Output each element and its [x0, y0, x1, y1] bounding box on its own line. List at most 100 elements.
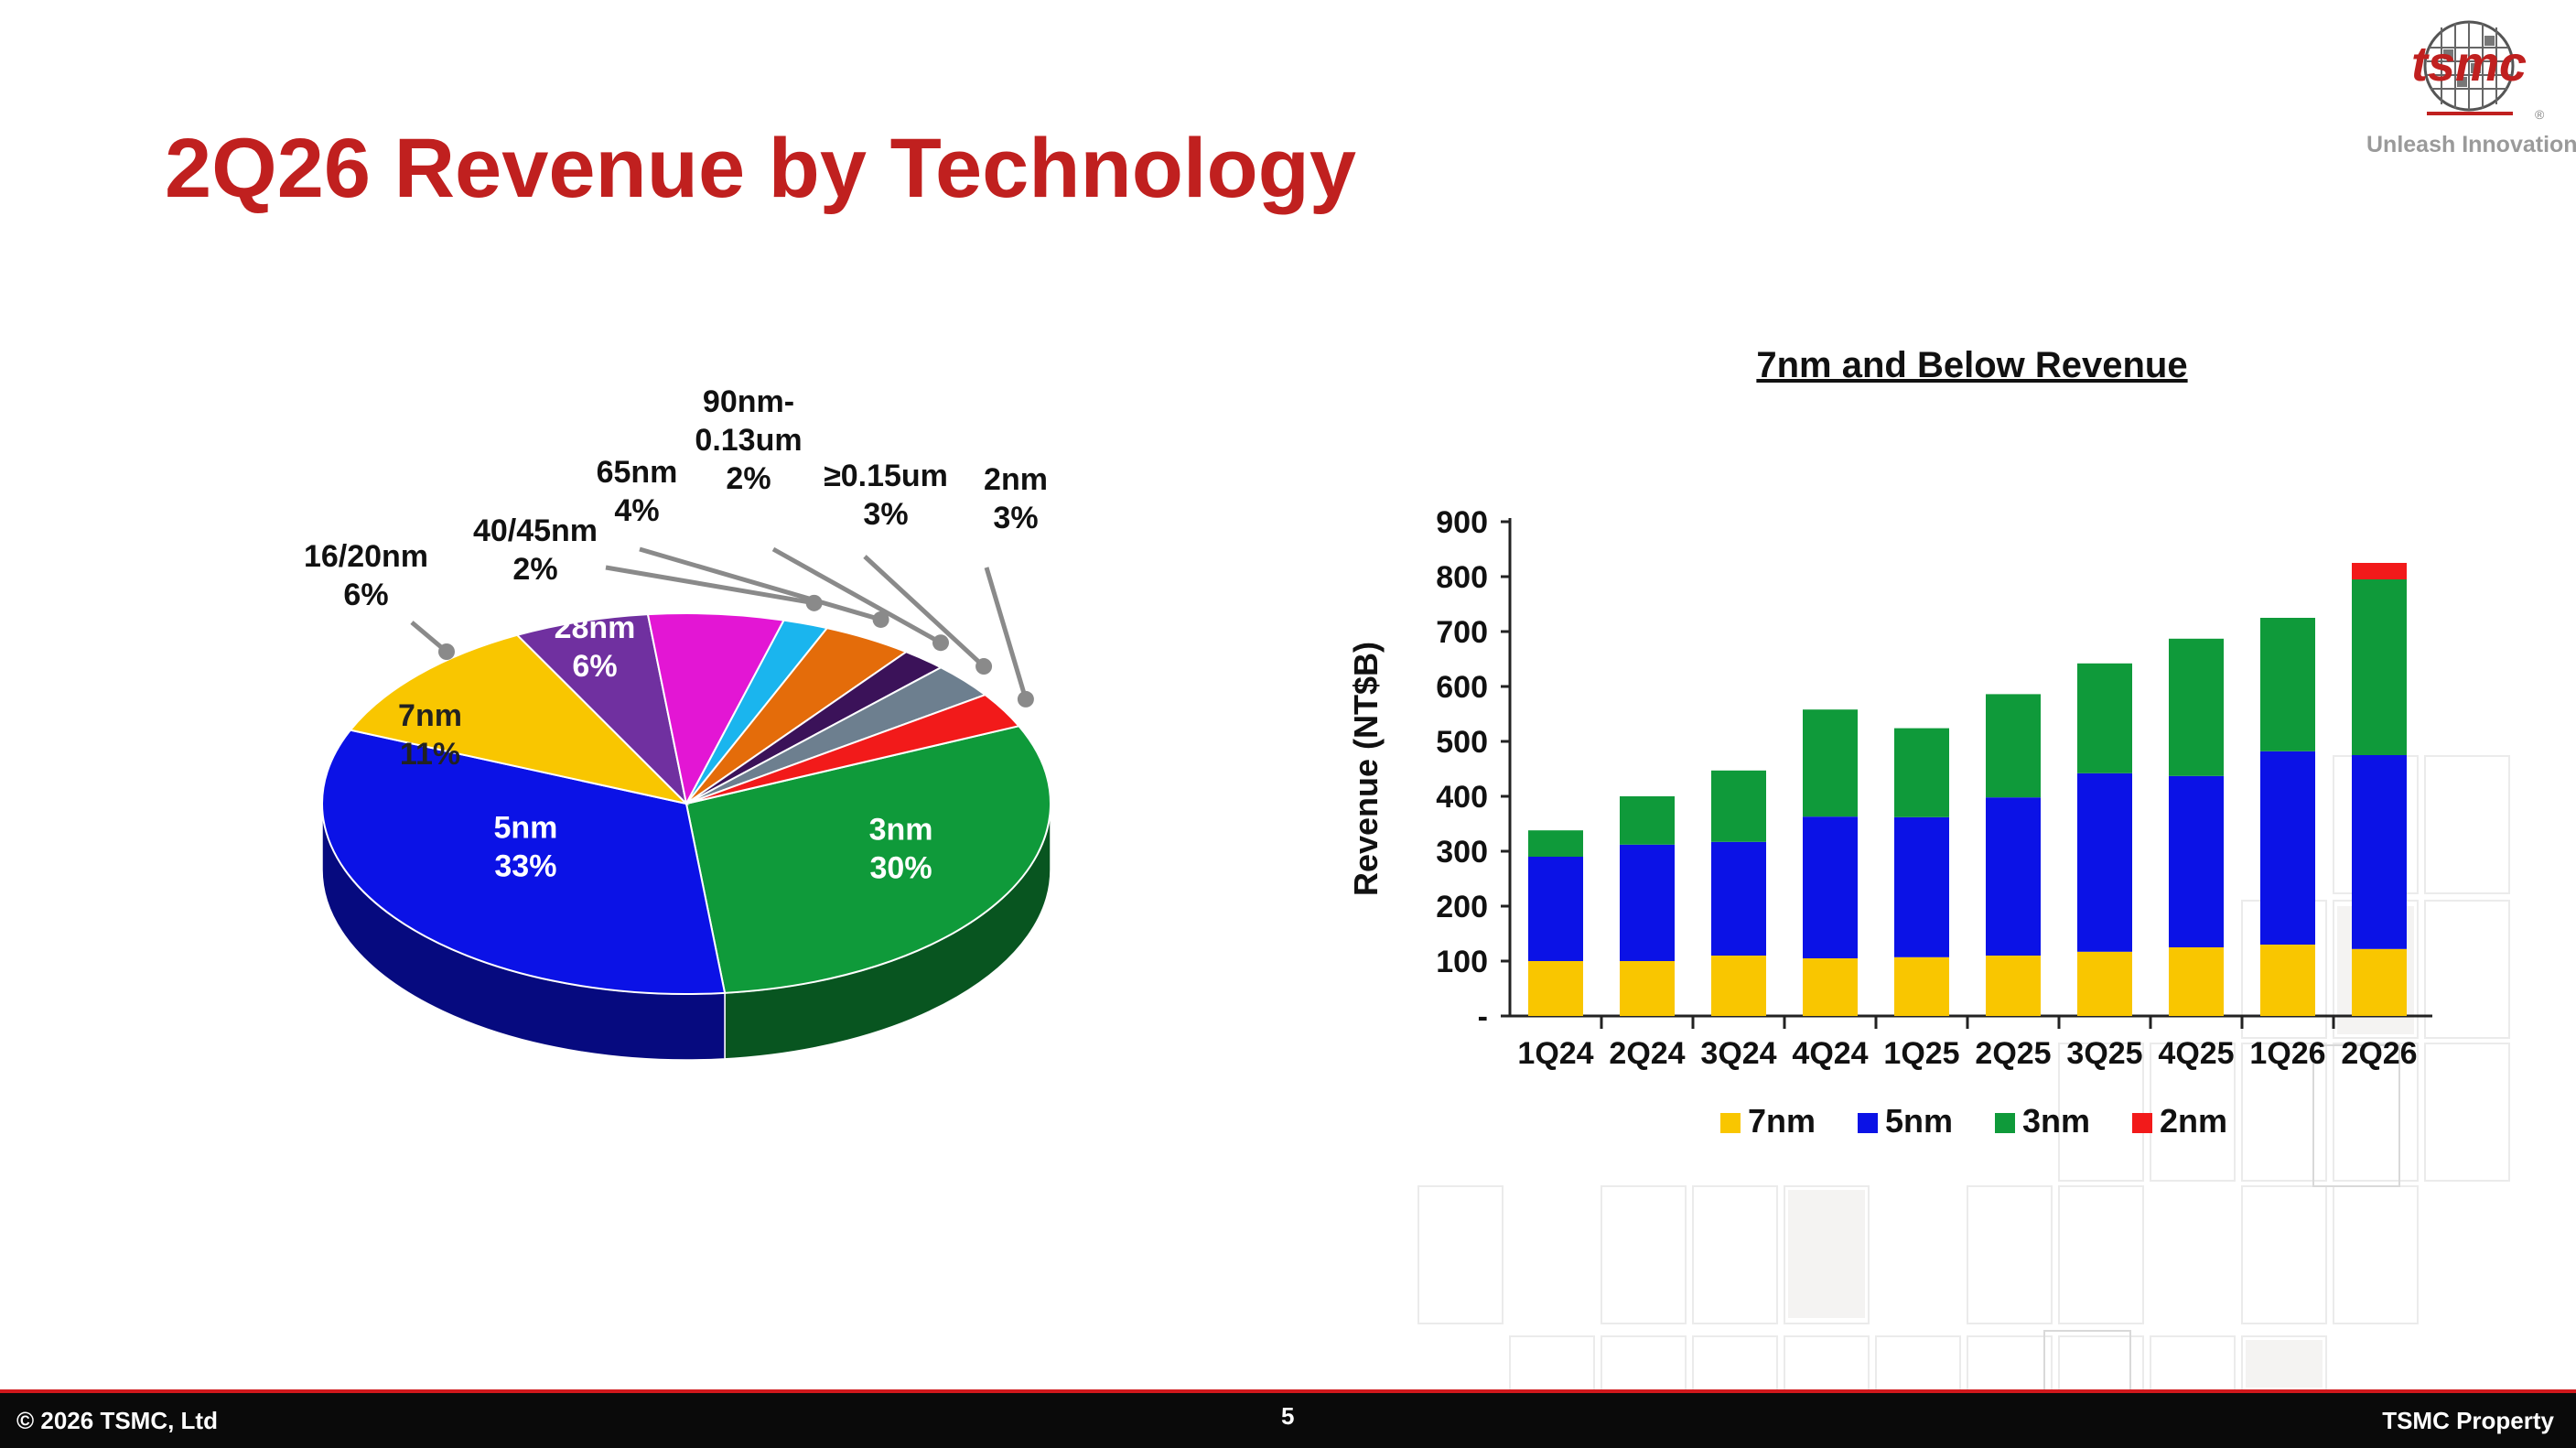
pie-pct-28nm: 6% — [572, 649, 617, 684]
leader-dot-0-15um — [975, 658, 993, 675]
bar-3nm-3q24 — [1711, 770, 1766, 842]
tsmc-logo: tsmc ® — [2411, 20, 2545, 122]
x-tick-label: 1Q26 — [2249, 1036, 2325, 1071]
bar-3nm-1q24 — [1528, 830, 1583, 857]
x-tick-label: 4Q25 — [2158, 1036, 2234, 1071]
bar-7nm-3q25 — [2077, 951, 2132, 1016]
y-axis-label: Revenue (NT$B) — [1347, 642, 1385, 896]
pie-pct-2nm: 3% — [993, 501, 1038, 535]
pie-label-16-20nm: 16/20nm — [304, 539, 428, 574]
y-tick-label: 400 — [1436, 780, 1488, 815]
bar-2nm-2q26 — [2352, 563, 2407, 579]
logo-text: tsmc — [2411, 37, 2527, 92]
bar-5nm-1q26 — [2260, 751, 2315, 945]
pie-label-65nm: 65nm — [597, 455, 678, 490]
legend-swatch-2nm — [2132, 1113, 2152, 1133]
x-tick-label: 2Q24 — [1609, 1036, 1685, 1071]
pie-top — [321, 612, 1051, 995]
y-tick-label: - — [1478, 1000, 1488, 1034]
y-tick-label: 700 — [1436, 615, 1488, 650]
pie-label-28nm: 28nm — [555, 611, 636, 645]
pie-label-3nm: 3nm — [869, 813, 933, 848]
pie-slice-16-20nm — [515, 613, 688, 807]
leader-line-40-45nm — [605, 565, 815, 606]
leader-dot-90nm-0-13um — [932, 634, 949, 652]
pie-pct-40-45nm: 2% — [512, 552, 557, 587]
pie-label-0-15um: ≥0.15um — [824, 459, 948, 493]
y-tick-label: 500 — [1436, 725, 1488, 760]
bar-5nm-3q25 — [2077, 773, 2132, 952]
leader-line-2nm — [984, 567, 1029, 700]
bar-5nm-2q25 — [1986, 797, 2041, 956]
leader-line-0-15um — [863, 555, 986, 668]
legend-swatch-5nm — [1858, 1113, 1878, 1133]
leader-dot-16-20nm — [438, 643, 455, 660]
x-tick-label: 3Q25 — [2066, 1036, 2142, 1071]
leader-dot-2nm — [1017, 690, 1034, 708]
footer-divider — [0, 1389, 2576, 1395]
y-tick-label: 100 — [1436, 945, 1488, 979]
pie-slice-3nm — [684, 725, 1051, 994]
bar-7nm-2q26 — [2352, 948, 2407, 1016]
legend-swatch-3nm — [1995, 1113, 2015, 1133]
y-tick-label: 900 — [1436, 505, 1488, 540]
page-number: 5 — [1281, 1402, 1295, 1430]
pie-slice-5nm — [321, 729, 727, 995]
bar-5nm-2q24 — [1620, 844, 1675, 961]
legend-label-3nm: 3nm — [2022, 1102, 2090, 1140]
pie-pct-3nm: 30% — [870, 851, 932, 886]
bar-7nm-2q25 — [1986, 956, 2041, 1016]
pie-pct-16-20nm: 6% — [343, 578, 388, 612]
bar-3nm-3q25 — [2077, 663, 2132, 773]
bar-5nm-4q25 — [2169, 775, 2224, 947]
bar-7nm-1q24 — [1528, 961, 1583, 1016]
footer-property: TSMC Property — [2382, 1407, 2554, 1434]
bar-3nm-4q25 — [2169, 638, 2224, 776]
pie-pct-65nm: 4% — [614, 493, 659, 528]
legend-label-2nm: 2nm — [2160, 1102, 2227, 1140]
bar-5nm-4q24 — [1803, 816, 1858, 958]
pie-pct-90nm-0-13um: 2% — [726, 461, 771, 496]
bar-3nm-2q25 — [1986, 694, 2041, 798]
tagline: Unleash Innovation — [2366, 132, 2576, 157]
y-tick-label: 600 — [1436, 670, 1488, 705]
y-tick-label: 300 — [1436, 835, 1488, 870]
bar-7nm-4q25 — [2169, 947, 2224, 1016]
pie-slice-2nm — [685, 693, 1021, 805]
pie-pct-7nm: 11% — [400, 737, 460, 772]
bar-3nm-4q24 — [1803, 709, 1858, 817]
legend-swatch-7nm — [1720, 1113, 1741, 1133]
leader-line-90nm-0-13um — [771, 546, 943, 645]
bar-7nm-1q26 — [2260, 945, 2315, 1016]
bar-legend: 7nm 5nm 3nm 2nm — [1720, 1102, 2227, 1140]
y-tick-label: 200 — [1436, 890, 1488, 924]
pie-label-7nm: 7nm — [398, 698, 462, 733]
bar-7nm-1q25 — [1894, 956, 1949, 1016]
leader-line-65nm — [639, 546, 882, 622]
bar-chart-title: 7nm and Below Revenue — [1756, 345, 2187, 385]
bar-5nm-2q26 — [2352, 755, 2407, 949]
x-tick-label: 1Q24 — [1517, 1036, 1593, 1071]
x-tick-label: 3Q24 — [1700, 1036, 1776, 1071]
pie-slice-28nm — [646, 612, 786, 806]
bar-7nm-3q24 — [1711, 956, 1766, 1016]
footer: © 2026 TSMC, Ltd 5 TSMC Property — [0, 1393, 2576, 1448]
pie-label-2nm: 2nm — [984, 462, 1048, 497]
leader-dot-65nm — [872, 611, 889, 628]
x-tick-label: 1Q25 — [1883, 1036, 1959, 1071]
pie-pct-5nm: 33% — [494, 848, 556, 883]
x-tick-label: 4Q24 — [1792, 1036, 1868, 1071]
bar-5nm-1q24 — [1528, 857, 1583, 961]
pie-label-40-45nm: 40/45nm — [473, 513, 598, 548]
legend-label-7nm: 7nm — [1748, 1102, 1816, 1140]
x-tick-label: 2Q25 — [1975, 1036, 2051, 1071]
pie-slice-7nm — [349, 633, 690, 805]
stacked-bar-chart: 7nm and Below Revenue Revenue (NT$B) - 100 2… — [1347, 345, 2432, 1140]
pie-label-5nm: 5nm — [493, 810, 557, 845]
bar-3nm-1q25 — [1894, 728, 1949, 817]
legend-label-5nm: 5nm — [1885, 1102, 1953, 1140]
x-tick-label: 2Q26 — [2341, 1036, 2417, 1071]
pie-pct-0-15um: 3% — [863, 497, 908, 532]
